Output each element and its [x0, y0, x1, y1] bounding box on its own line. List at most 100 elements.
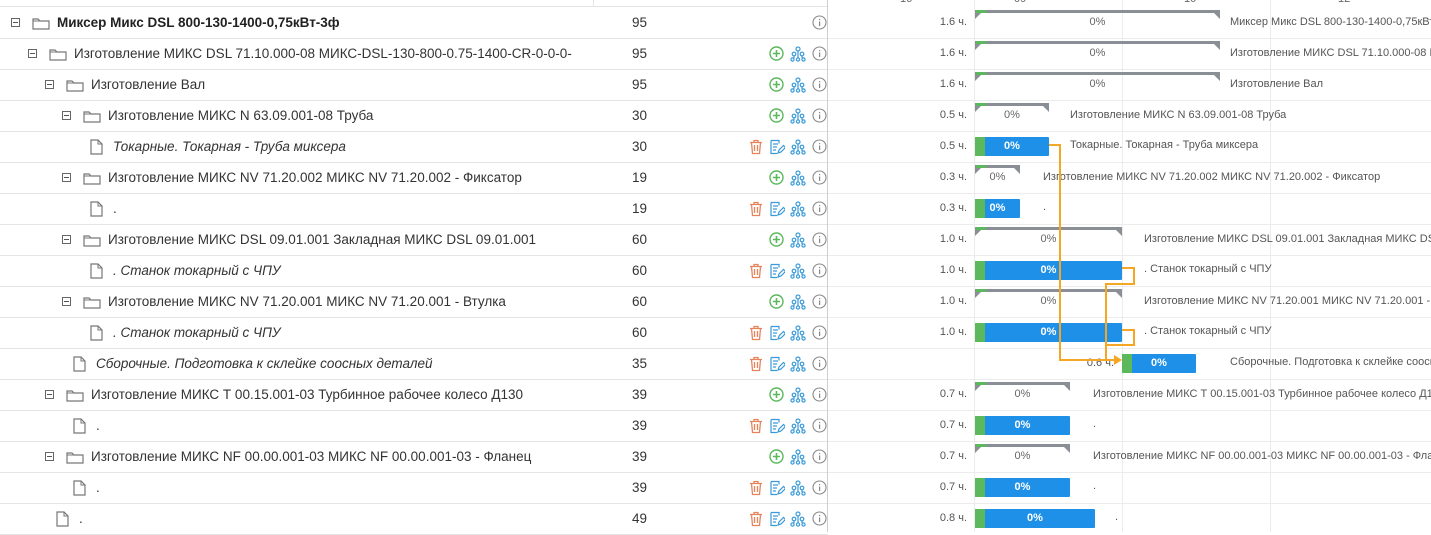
- info-icon[interactable]: [812, 263, 828, 279]
- info-icon[interactable]: [812, 294, 828, 310]
- summary-bar[interactable]: 0%: [975, 41, 1220, 59]
- dependency-link[interactable]: [1105, 329, 1135, 360]
- task-row[interactable]: Изготовление МИКС NF 00.00.001-03 МИКС N…: [0, 442, 828, 473]
- task-bar[interactable]: 0%: [975, 137, 1049, 156]
- task-bar[interactable]: 0%: [975, 416, 1070, 435]
- summary-bar[interactable]: 0%: [975, 103, 1049, 121]
- task-row[interactable]: Изготовление МИКС NV 71.20.002 МИКС NV 7…: [0, 163, 828, 194]
- task-row[interactable]: Изготовление Вал 95: [0, 70, 828, 101]
- task-bar[interactable]: 0%: [975, 478, 1070, 497]
- task-row[interactable]: Сборочные. Подготовка к склейке соосных …: [0, 349, 828, 380]
- add-subtask-icon[interactable]: [769, 108, 785, 124]
- add-subtask-icon[interactable]: [769, 387, 785, 403]
- structure-icon[interactable]: [790, 449, 806, 465]
- task-bar[interactable]: 0%: [975, 199, 1020, 218]
- splitter[interactable]: [827, 0, 828, 532]
- add-subtask-icon[interactable]: [769, 294, 785, 310]
- structure-icon[interactable]: [790, 108, 806, 124]
- collapse-toggle[interactable]: [62, 297, 71, 306]
- add-subtask-icon[interactable]: [769, 232, 785, 248]
- task-bar[interactable]: 0%: [1122, 354, 1196, 373]
- structure-icon[interactable]: [790, 232, 806, 248]
- summary-bar[interactable]: 0%: [975, 444, 1070, 462]
- delete-icon[interactable]: [749, 263, 765, 279]
- delete-icon[interactable]: [749, 356, 765, 372]
- delete-icon[interactable]: [749, 139, 765, 155]
- info-icon[interactable]: [812, 108, 828, 124]
- add-subtask-icon[interactable]: [769, 449, 785, 465]
- collapse-toggle[interactable]: [62, 235, 71, 244]
- task-bar[interactable]: 0%: [975, 509, 1095, 528]
- delete-icon[interactable]: [749, 511, 765, 527]
- summary-bar[interactable]: 0%: [975, 165, 1020, 183]
- task-row[interactable]: Изготовление МИКС NV 71.20.001 МИКС NV 7…: [0, 287, 828, 318]
- info-icon[interactable]: [812, 418, 828, 434]
- structure-icon[interactable]: [790, 77, 806, 93]
- info-icon[interactable]: [812, 449, 828, 465]
- task-row[interactable]: Изготовление МИКС DSL 71.10.000-08 МИКС-…: [0, 39, 828, 70]
- collapse-toggle[interactable]: [62, 111, 71, 120]
- collapse-toggle[interactable]: [45, 80, 54, 89]
- structure-icon[interactable]: [790, 46, 806, 62]
- add-subtask-icon[interactable]: [769, 170, 785, 186]
- info-icon[interactable]: [812, 325, 828, 341]
- delete-icon[interactable]: [749, 480, 765, 496]
- edit-icon[interactable]: [769, 480, 785, 496]
- structure-icon[interactable]: [790, 511, 806, 527]
- summary-bar[interactable]: 0%: [975, 72, 1220, 90]
- edit-icon[interactable]: [769, 139, 785, 155]
- dependency-link[interactable]: [1049, 144, 1114, 361]
- structure-icon[interactable]: [790, 480, 806, 496]
- edit-icon[interactable]: [769, 325, 785, 341]
- task-row[interactable]: . 39: [0, 473, 828, 504]
- info-icon[interactable]: [812, 480, 828, 496]
- task-row[interactable]: . Станок токарный с ЧПУ 60: [0, 318, 828, 349]
- task-row[interactable]: . Станок токарный с ЧПУ 60: [0, 256, 828, 287]
- structure-icon[interactable]: [790, 387, 806, 403]
- task-bar[interactable]: 0%: [975, 323, 1122, 342]
- dependency-link[interactable]: [1105, 267, 1135, 360]
- add-subtask-icon[interactable]: [769, 77, 785, 93]
- task-row[interactable]: Изготовление МИКС Т 00.15.001-03 Турбинн…: [0, 380, 828, 411]
- info-icon[interactable]: [812, 139, 828, 155]
- task-row[interactable]: Изготовление МИКС N 63.09.001-08 Труба 30: [0, 101, 828, 132]
- collapse-toggle[interactable]: [45, 390, 54, 399]
- structure-icon[interactable]: [790, 263, 806, 279]
- edit-icon[interactable]: [769, 511, 785, 527]
- summary-bar[interactable]: 0%: [975, 289, 1122, 307]
- structure-icon[interactable]: [790, 201, 806, 217]
- structure-icon[interactable]: [790, 325, 806, 341]
- edit-icon[interactable]: [769, 356, 785, 372]
- structure-icon[interactable]: [790, 139, 806, 155]
- info-icon[interactable]: [812, 232, 828, 248]
- summary-bar[interactable]: 0%: [975, 382, 1070, 400]
- delete-icon[interactable]: [749, 418, 765, 434]
- structure-icon[interactable]: [790, 294, 806, 310]
- edit-icon[interactable]: [769, 418, 785, 434]
- collapse-toggle[interactable]: [45, 452, 54, 461]
- edit-icon[interactable]: [769, 201, 785, 217]
- task-row[interactable]: Токарные. Токарная - Труба миксера 30: [0, 132, 828, 163]
- info-icon[interactable]: [812, 77, 828, 93]
- structure-icon[interactable]: [790, 356, 806, 372]
- task-bar[interactable]: 0%: [975, 261, 1122, 280]
- task-row[interactable]: . 39: [0, 411, 828, 442]
- info-icon[interactable]: [812, 511, 828, 527]
- summary-bar[interactable]: 0%: [975, 227, 1122, 245]
- delete-icon[interactable]: [749, 325, 765, 341]
- structure-icon[interactable]: [790, 418, 806, 434]
- summary-bar[interactable]: 0%: [975, 10, 1220, 28]
- collapse-toggle[interactable]: [28, 49, 37, 58]
- info-icon[interactable]: [812, 356, 828, 372]
- collapse-toggle[interactable]: [11, 18, 20, 27]
- structure-icon[interactable]: [790, 170, 806, 186]
- collapse-toggle[interactable]: [62, 173, 71, 182]
- task-row[interactable]: Изготовление МИКС DSL 09.01.001 Закладна…: [0, 225, 828, 256]
- task-row[interactable]: . 19: [0, 194, 828, 225]
- info-icon[interactable]: [812, 46, 828, 62]
- add-subtask-icon[interactable]: [769, 46, 785, 62]
- task-row[interactable]: . 49: [0, 504, 828, 535]
- info-icon[interactable]: [812, 201, 828, 217]
- task-row[interactable]: Миксер Микс DSL 800-130-1400-0,75кВт-3ф 9…: [0, 8, 828, 39]
- info-icon[interactable]: [812, 170, 828, 186]
